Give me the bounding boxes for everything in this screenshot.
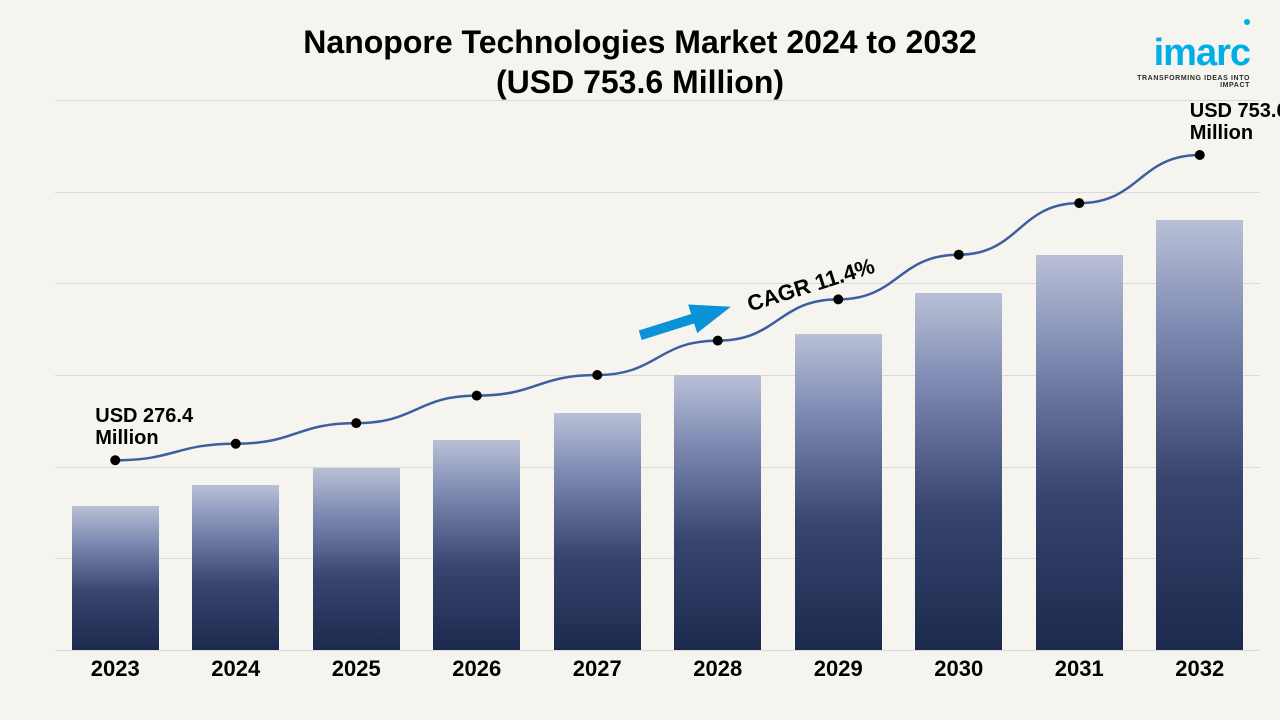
x-axis-label: 2026 <box>452 656 501 682</box>
bar <box>674 375 761 650</box>
plot-area: USD 276.4 Million USD 753.6 Million CAGR… <box>55 100 1260 650</box>
bars-group <box>55 100 1260 650</box>
logo-dot-icon <box>1244 19 1250 25</box>
x-axis: 2023 2024 2025 2026 2027 2028 2029 2030 2031 2032 <box>55 650 1260 690</box>
brand-logo: imarc TRANSFORMING IDEAS INTO IMPACT <box>1110 14 1250 89</box>
x-axis-label: 2025 <box>332 656 381 682</box>
bar <box>795 334 882 650</box>
logo-tagline: TRANSFORMING IDEAS INTO IMPACT <box>1110 75 1250 89</box>
bar <box>554 413 641 650</box>
title-line2: (USD 753.6 Million) <box>496 64 784 100</box>
title-line1: Nanopore Technologies Market 2024 to 203… <box>303 24 976 60</box>
x-axis-label: 2024 <box>211 656 260 682</box>
x-axis-label: 2030 <box>934 656 983 682</box>
bar <box>1036 255 1123 650</box>
bar <box>72 506 159 650</box>
x-axis-label: 2032 <box>1175 656 1224 682</box>
page: { "title_line1": "Nanopore Technologies … <box>0 0 1280 720</box>
x-axis-label: 2028 <box>693 656 742 682</box>
bar <box>313 468 400 650</box>
bar <box>192 485 279 650</box>
start-value-label: USD 276.4 Million <box>95 405 193 449</box>
logo-word: imarc <box>1110 32 1250 75</box>
end-value-label: USD 753.6 Million <box>1190 100 1280 144</box>
x-axis-label: 2027 <box>573 656 622 682</box>
chart-title: Nanopore Technologies Market 2024 to 203… <box>0 22 1280 102</box>
x-axis-label: 2031 <box>1055 656 1104 682</box>
bar <box>915 293 1002 651</box>
bar <box>1156 220 1243 650</box>
chart-area: USD 276.4 Million USD 753.6 Million CAGR… <box>55 100 1260 690</box>
bar <box>433 440 520 650</box>
x-axis-label: 2029 <box>814 656 863 682</box>
x-axis-label: 2023 <box>91 656 140 682</box>
